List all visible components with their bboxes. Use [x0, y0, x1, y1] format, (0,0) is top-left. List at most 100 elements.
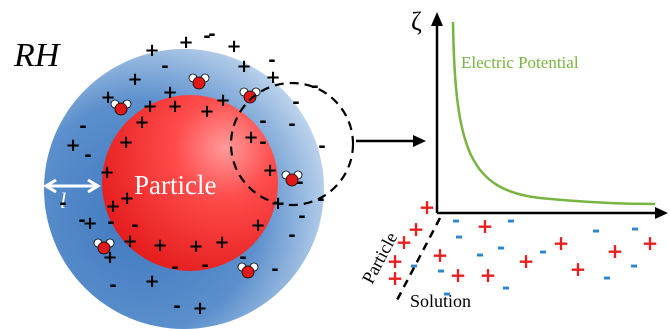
solution-plus-charge: +	[570, 257, 587, 281]
solution-plus-charge: +	[387, 249, 404, 273]
shell-plus-charge: +	[127, 69, 142, 90]
shell-plus-charge: +	[99, 162, 114, 183]
solution-plus-charge: +	[432, 243, 449, 267]
solution-plus-charge: +	[408, 217, 425, 241]
shell-minus-charge: -	[296, 172, 303, 193]
solution-minus-charge: -	[502, 275, 510, 299]
shell-plus-charge: +	[215, 90, 230, 111]
interface-line	[394, 217, 442, 303]
shell-minus-charge: -	[311, 76, 318, 97]
solution-minus-charge: -	[410, 253, 418, 277]
shell-plus-charge: +	[134, 112, 149, 133]
dashed-zoom-circle	[229, 81, 355, 207]
shell-plus-charge: +	[178, 32, 193, 53]
shell-minus-charge: -	[259, 111, 266, 132]
arrow-right-icon	[356, 135, 426, 147]
shell-plus-charge: +	[119, 188, 134, 209]
solution-plus-charge: +	[553, 231, 570, 255]
shell-minus-charge: -	[239, 247, 246, 268]
solution-plus-charge: +	[642, 231, 659, 255]
shell-minus-charge: -	[59, 193, 66, 214]
shell-plus-charge: +	[265, 67, 280, 88]
shell-minus-charge: -	[173, 296, 180, 317]
shell-plus-charge: +	[152, 235, 167, 256]
shell-plus-charge: +	[199, 101, 214, 122]
shell-plus-charge: +	[167, 96, 182, 117]
shell-plus-charge: +	[122, 231, 137, 252]
solution-plus-charge: +	[518, 249, 535, 273]
shell-minus-charge: -	[79, 116, 86, 137]
solution-minus-charge: -	[455, 224, 463, 248]
electric-potential-label: Electric Potential	[461, 53, 579, 72]
solution-plus-charge: +	[477, 214, 494, 238]
shell-minus-charge: -	[288, 225, 295, 246]
shell-plus-charge: +	[226, 36, 241, 57]
shell-minus-charge: -	[109, 275, 116, 296]
shell-minus-charge: -	[298, 206, 305, 227]
shell-plus-charge: +	[262, 160, 277, 181]
solution-minus-charge: -	[631, 216, 639, 240]
solution-plus-charge: +	[387, 266, 404, 290]
solution-minus-charge: -	[592, 218, 600, 242]
shell-charges: + + +++++ ++ + ++++ ++ ++++++++++ ++++--- -------…	[59, 24, 325, 319]
solution-plus-charge: +	[480, 263, 497, 287]
zeta-label: ζ	[411, 7, 422, 36]
solution-charges: ++++++++ +++ ++ +- - ----- -- ---- -	[387, 195, 659, 305]
shell-minus-charge: -	[201, 255, 208, 276]
double-arrow-icon	[43, 178, 101, 194]
solution-minus-charge: -	[452, 208, 460, 232]
shell-minus-charge: -	[271, 259, 278, 280]
shell-minus-charge: -	[161, 56, 168, 77]
solution-minus-charge: -	[476, 242, 484, 266]
shell-minus-charge: -	[107, 212, 114, 233]
solution-plus-charge: +	[419, 195, 436, 219]
shell-minus-charge: -	[268, 50, 275, 71]
water-molecule-icon	[188, 73, 210, 90]
shell-plus-charge: +	[65, 135, 80, 156]
solution-minus-charge: -	[437, 258, 445, 282]
water-molecule-icon	[110, 99, 132, 116]
potential-axes	[435, 22, 660, 215]
water-molecule-icon	[93, 238, 115, 255]
water-molecule-icon	[237, 262, 259, 279]
particle-core	[102, 95, 278, 271]
thickness-label: l	[60, 188, 66, 213]
water-molecule-icon	[239, 87, 261, 104]
shell-plus-charge: +	[118, 132, 133, 153]
shell-minus-charge: -	[78, 210, 85, 231]
shell-minus-charge: -	[208, 24, 215, 45]
solution-plus-charge: +	[450, 263, 467, 287]
water-molecules	[93, 73, 303, 279]
shell-plus-charge: +	[214, 232, 229, 253]
shell-plus-charge: +	[192, 298, 207, 319]
solution-plus-charge: +	[607, 239, 624, 263]
shell-minus-charge: -	[171, 257, 178, 278]
solution-minus-charge: -	[630, 253, 638, 277]
interface-solution-label: Solution	[410, 291, 471, 311]
shell-plus-charge: +	[82, 213, 97, 234]
solution-plus-charge: +	[396, 230, 413, 254]
solution-minus-charge: -	[603, 265, 611, 289]
shell-plus-charge: +	[142, 96, 157, 117]
particle-label: Particle	[134, 170, 216, 200]
shell-minus-charge: -	[317, 189, 324, 210]
solution-minus-charge: -	[443, 281, 451, 305]
x-axis-arrowhead	[655, 207, 668, 219]
shell-plus-charge: +	[250, 215, 265, 236]
water-molecule-icon	[281, 170, 303, 187]
shell-plus-charge: +	[144, 271, 159, 292]
shell-minus-charge: -	[292, 92, 299, 113]
shell-minus-charge: -	[288, 114, 295, 135]
shell-plus-charge: +	[144, 40, 159, 61]
shell-minus-charge: -	[84, 145, 91, 166]
solution-minus-charge: -	[497, 235, 505, 259]
rh-label: RH	[13, 37, 62, 74]
shell-plus-charge: +	[188, 236, 203, 257]
shell-minus-charge: -	[131, 215, 138, 236]
shell-plus-charge: +	[243, 127, 258, 148]
shell-minus-charge: -	[203, 26, 210, 47]
shell-plus-charge: +	[236, 56, 251, 77]
shell-plus-charge: +	[162, 82, 177, 103]
shell-plus-charge: +	[105, 196, 120, 217]
